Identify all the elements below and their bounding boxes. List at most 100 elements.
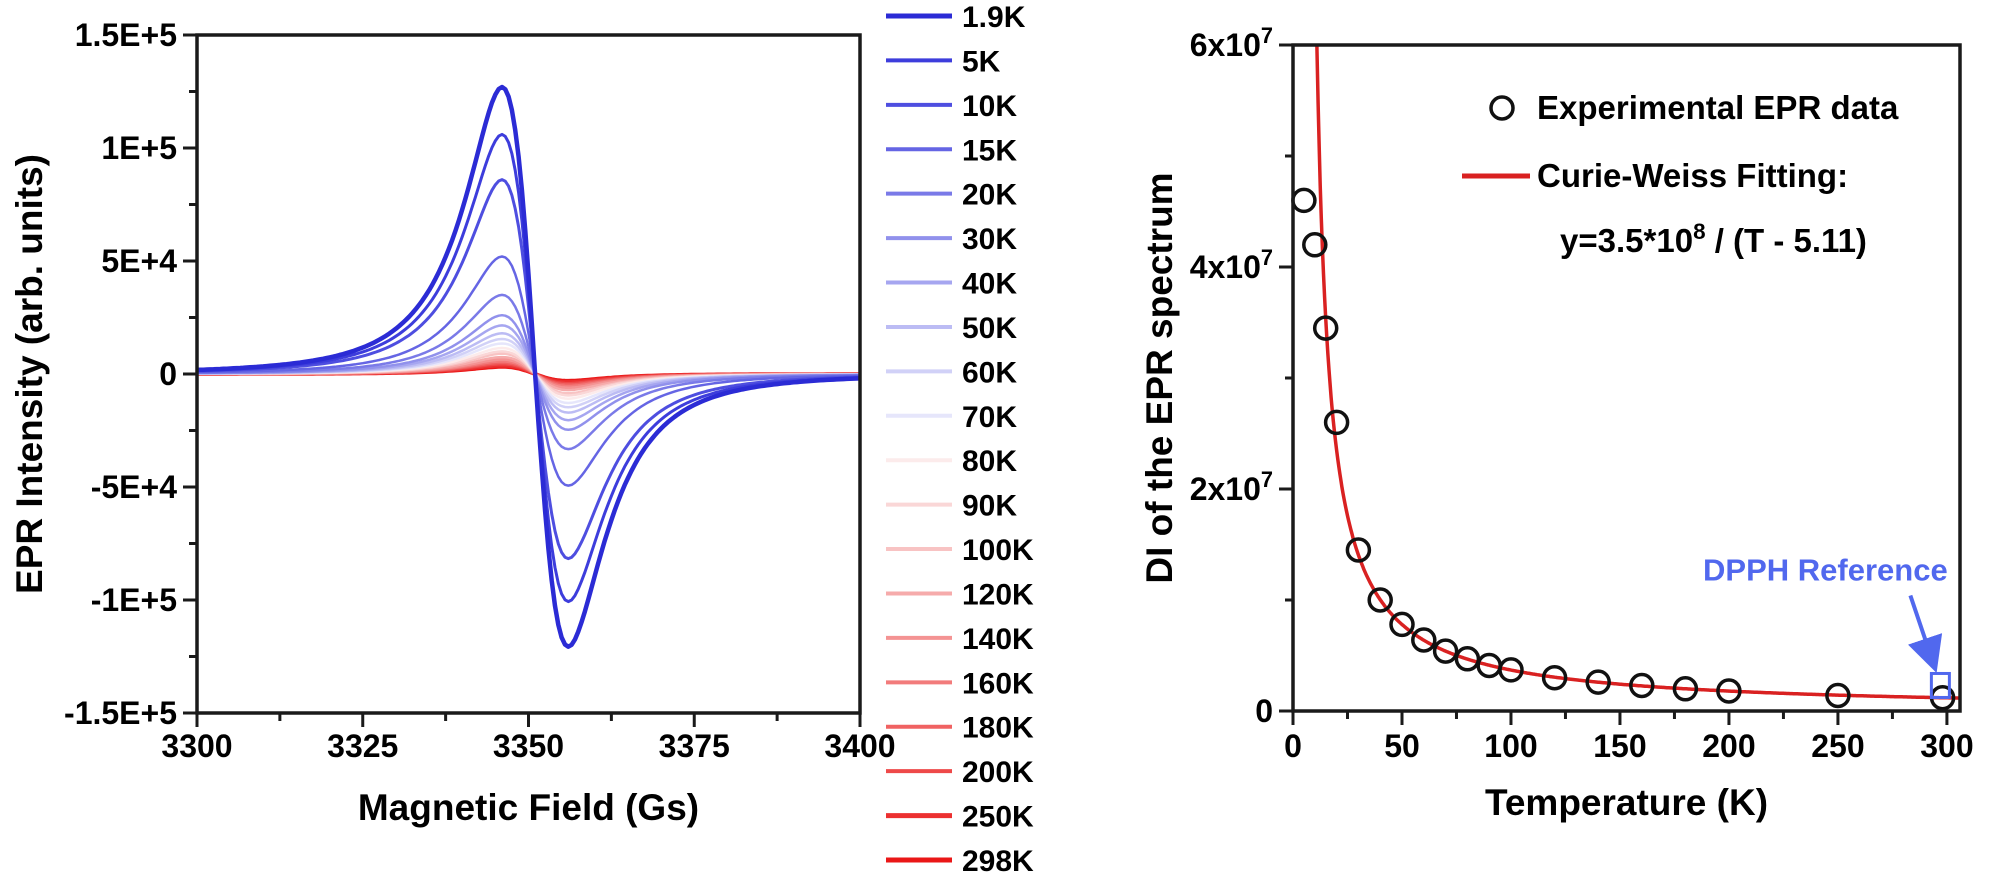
- y-tick-label: -1.5E+5: [64, 695, 177, 731]
- legend-circle-marker: [1489, 95, 1515, 121]
- left-y-axis: 1.5E+5 1E+5 5E+4 0 -5E+4 -1E+5 -1.5E+5: [64, 17, 197, 731]
- dpph-square-marker: [1929, 671, 1951, 699]
- left-y-axis-title: EPR Intensity (arb. units): [9, 154, 50, 594]
- epr-curve-20K: [196, 293, 860, 451]
- legend-label: 10K: [962, 90, 1017, 123]
- legend-item-160K: 160K: [886, 667, 1034, 700]
- x-tick-label: 3400: [824, 728, 895, 764]
- legend-fit-label: Curie-Weiss Fitting:: [1537, 157, 1848, 194]
- epr-curves: [196, 84, 861, 649]
- data-point-180K: [1672, 676, 1699, 702]
- legend-item-40K: 40K: [886, 268, 1017, 301]
- legend-item-1.9K: 1.9K: [886, 1, 1026, 34]
- legend-label: 120K: [962, 578, 1034, 611]
- legend-label: 180K: [962, 712, 1034, 745]
- x-tick-label: 100: [1484, 728, 1537, 764]
- legend-item-80K: 80K: [886, 445, 1017, 478]
- fit-legend: Experimental EPR data Curie-Weiss Fitting…: [1462, 89, 1899, 259]
- legend-item-250K: 250K: [886, 801, 1034, 834]
- curie-weiss-chart: DPPH Reference 0 50 100 150 200 250 300 0 2x107 4x…: [1139, 23, 1974, 823]
- legend-item-200K: 200K: [886, 756, 1034, 789]
- legend-label: 20K: [962, 179, 1017, 212]
- y-tick-label: -1E+5: [91, 582, 177, 618]
- epr-spectra-chart: 3300 3325 3350 3375 3400 1.5E+5 1E+5 5E+4 0 -5E+4…: [9, 17, 896, 828]
- experimental-points: [1291, 187, 1956, 711]
- legend-label: 160K: [962, 667, 1034, 700]
- legend-label: 80K: [962, 445, 1017, 478]
- temperature-legend: 1.9K 5K 10K 15K 20K 30K 40K 50K 60K 70K 80K 90K 100K…: [886, 1, 1034, 878]
- curie-weiss-fit-curve: [1315, 45, 1960, 700]
- legend-label: 15K: [962, 134, 1017, 167]
- legend-label: 5K: [962, 45, 1001, 78]
- x-tick-label: 3325: [327, 728, 398, 764]
- right-plot-frame: [1291, 43, 1962, 713]
- legend-label: 140K: [962, 623, 1034, 656]
- legend-item-298K: 298K: [886, 845, 1034, 878]
- data-point-200K: [1716, 678, 1742, 704]
- data-point-60K: [1411, 627, 1437, 653]
- y-tick-label: -5E+4: [91, 469, 177, 505]
- y-tick-label: 1E+5: [101, 130, 177, 166]
- legend-label: 298K: [962, 845, 1034, 878]
- legend-item-140K: 140K: [886, 623, 1034, 656]
- legend-item-180K: 180K: [886, 712, 1034, 745]
- y-tick-label: 6x107: [1190, 23, 1273, 63]
- x-tick-label: 3375: [659, 728, 730, 764]
- right-x-axis: 0 50 100 150 200 250 300: [1284, 711, 1974, 764]
- dpph-reference: DPPH Reference: [1703, 552, 1951, 699]
- legend-experimental-label: Experimental EPR data: [1537, 89, 1899, 126]
- epr-curve-15K: [197, 255, 860, 487]
- x-tick-label: 3350: [493, 728, 564, 764]
- y-tick-label: 0: [159, 356, 177, 392]
- x-tick-label: 300: [1920, 728, 1973, 764]
- data-point-10K: [1302, 232, 1328, 258]
- legend-label: 40K: [962, 268, 1017, 301]
- data-point-250K: [1825, 682, 1851, 709]
- legend-label: 250K: [962, 801, 1034, 834]
- data-point-160K: [1629, 672, 1655, 699]
- right-y-axis-title: DI of the EPR spectrum: [1139, 172, 1180, 583]
- data-point-5K: [1291, 187, 1317, 214]
- x-tick-label: 150: [1593, 728, 1646, 764]
- y-tick-label: 0: [1255, 693, 1273, 729]
- legend-item-10K: 10K: [886, 90, 1017, 123]
- left-x-axis: 3300 3325 3350 3375 3400: [161, 713, 896, 764]
- legend-item-20K: 20K: [886, 179, 1017, 212]
- legend-item-50K: 50K: [886, 312, 1017, 345]
- data-point-30K: [1345, 537, 1372, 563]
- data-point-140K: [1585, 669, 1611, 695]
- data-point-40K: [1367, 587, 1393, 613]
- legend-label: 60K: [962, 356, 1017, 389]
- x-tick-label: 250: [1811, 728, 1864, 764]
- data-point-15K: [1312, 315, 1339, 341]
- legend-item-90K: 90K: [886, 490, 1017, 523]
- x-tick-label: 0: [1284, 728, 1302, 764]
- left-x-axis-title: Magnetic Field (Gs): [358, 787, 699, 828]
- y-tick-label: 4x107: [1190, 245, 1273, 285]
- data-point-20K: [1323, 409, 1350, 436]
- legend-label: 200K: [962, 756, 1034, 789]
- dpph-arrow: [1908, 594, 1943, 673]
- legend-label: 90K: [962, 490, 1017, 523]
- x-tick-label: 200: [1702, 728, 1755, 764]
- data-point-50K: [1389, 611, 1415, 638]
- y-tick-label: 5E+4: [101, 243, 177, 279]
- legend-item-30K: 30K: [886, 223, 1017, 256]
- dpph-label: DPPH Reference: [1703, 552, 1948, 587]
- y-tick-label: 1.5E+5: [75, 17, 177, 53]
- legend-fit-equation: y=3.5*108 / (T - 5.11): [1560, 219, 1867, 259]
- x-tick-label: 3300: [161, 728, 232, 764]
- legend-item-100K: 100K: [886, 534, 1034, 567]
- right-y-axis: 0 2x107 4x107 6x107: [1190, 23, 1293, 729]
- right-x-axis-title: Temperature (K): [1485, 782, 1768, 823]
- legend-label: 70K: [962, 401, 1017, 434]
- legend-label: 30K: [962, 223, 1017, 256]
- legend-label: 1.9K: [962, 1, 1026, 34]
- legend-item-70K: 70K: [886, 401, 1017, 434]
- legend-label: 100K: [962, 534, 1034, 567]
- y-tick-label: 2x107: [1190, 467, 1273, 507]
- epr-curve-1.9K: [196, 84, 861, 649]
- data-point-100K: [1498, 657, 1524, 683]
